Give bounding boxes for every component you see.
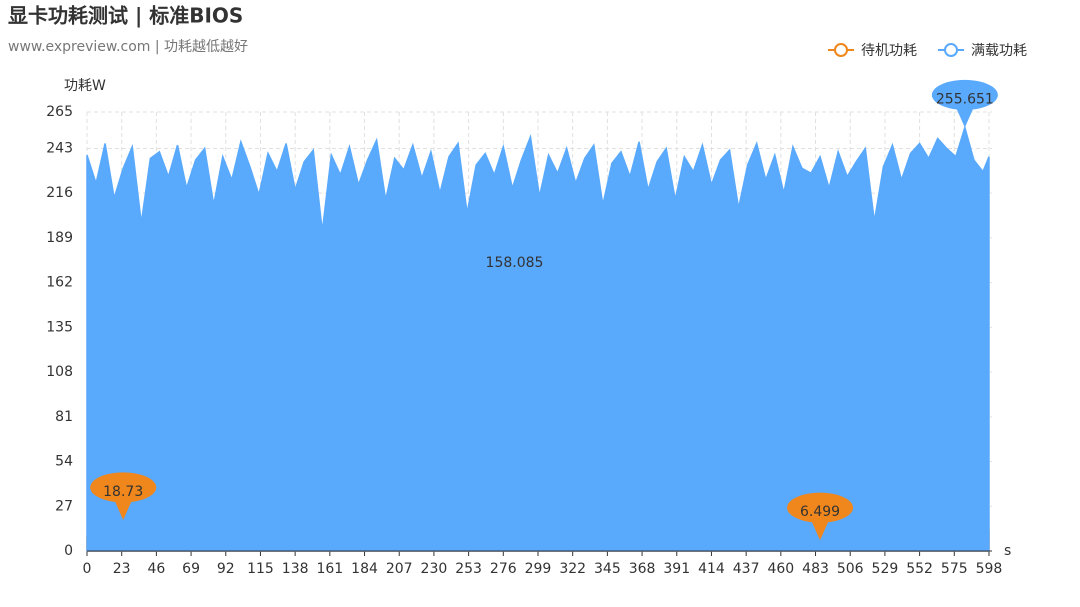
legend-marker bbox=[944, 43, 958, 57]
marker-pin bbox=[931, 79, 998, 128]
x-tick-label: 115 bbox=[247, 561, 274, 577]
x-tick-label: 437 bbox=[733, 561, 760, 577]
y-tick-label: 54 bbox=[55, 454, 73, 470]
marker-label: 255.651 bbox=[936, 91, 994, 107]
x-tick-label: 391 bbox=[663, 561, 690, 577]
x-tick-label: 575 bbox=[941, 561, 968, 577]
x-tick-label: 230 bbox=[421, 561, 448, 577]
marker-pin bbox=[90, 472, 157, 520]
x-tick-label: 69 bbox=[182, 561, 200, 577]
x-tick-label: 0 bbox=[83, 561, 92, 577]
x-tick-label: 483 bbox=[802, 561, 829, 577]
chart-title: 显卡功耗测试 | 标准BIOS bbox=[8, 4, 243, 28]
legend-label: 满载功耗 bbox=[971, 43, 1027, 59]
legend-marker bbox=[834, 43, 848, 57]
x-tick-label: 414 bbox=[698, 561, 725, 577]
marker-pin bbox=[787, 492, 854, 541]
y-axis-label: 功耗W bbox=[64, 78, 106, 94]
x-tick-label: 598 bbox=[976, 561, 1003, 577]
y-tick-label: 27 bbox=[55, 498, 73, 514]
y-tick-label: 108 bbox=[46, 364, 73, 380]
x-tick-label: 345 bbox=[594, 561, 621, 577]
x-tick-label: 184 bbox=[351, 561, 378, 577]
marker-label: 18.73 bbox=[103, 484, 143, 500]
x-tick-label: 161 bbox=[316, 561, 343, 577]
y-tick-label: 265 bbox=[46, 104, 73, 120]
y-tick-label: 81 bbox=[55, 409, 73, 425]
chart-subtitle: www.expreview.com | 功耗越低越好 bbox=[8, 39, 248, 55]
x-tick-label: 138 bbox=[282, 561, 309, 577]
x-tick-label: 253 bbox=[455, 561, 482, 577]
y-tick-label: 216 bbox=[46, 185, 73, 201]
x-tick-label: 23 bbox=[113, 561, 131, 577]
legend-label: 待机功耗 bbox=[861, 43, 917, 59]
marker-label: 6.499 bbox=[800, 504, 840, 520]
y-tick-label: 0 bbox=[64, 543, 73, 559]
x-tick-label: 276 bbox=[490, 561, 517, 577]
average-label: 158.085 bbox=[486, 255, 544, 271]
x-tick-label: 207 bbox=[386, 561, 413, 577]
x-tick-label: 92 bbox=[217, 561, 235, 577]
y-tick-label: 135 bbox=[46, 319, 73, 335]
x-tick-label: 529 bbox=[872, 561, 899, 577]
x-tick-label: 460 bbox=[767, 561, 794, 577]
y-tick-label: 162 bbox=[46, 275, 73, 291]
y-tick-label: 189 bbox=[46, 230, 73, 246]
x-tick-label: 299 bbox=[525, 561, 552, 577]
area bbox=[86, 124, 990, 552]
y-tick-label: 243 bbox=[46, 140, 73, 156]
x-axis-label: s bbox=[1004, 543, 1011, 559]
x-tick-label: 506 bbox=[837, 561, 864, 577]
x-tick-label: 46 bbox=[147, 561, 165, 577]
x-tick-label: 322 bbox=[559, 561, 586, 577]
x-tick-label: 368 bbox=[629, 561, 656, 577]
x-tick-label: 552 bbox=[906, 561, 933, 577]
